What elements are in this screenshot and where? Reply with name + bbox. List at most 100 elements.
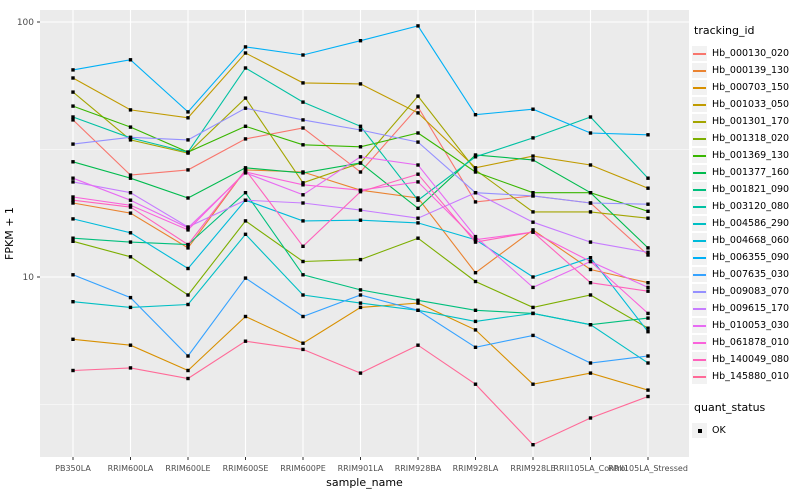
data-point: [358, 190, 363, 194]
legend-line-swatch: [693, 222, 706, 225]
legend-title-quant-status: quant_status: [694, 401, 766, 414]
data-point: [186, 116, 190, 120]
legend-line-swatch: [693, 358, 706, 361]
data-point: [301, 341, 305, 345]
legend-item-Hb_009615_170: Hb_009615_170: [692, 300, 800, 317]
data-point: [588, 323, 593, 327]
legend-item-Hb_006355_090: Hb_006355_090: [692, 249, 800, 266]
data-point: [416, 198, 420, 202]
data-point: [531, 158, 535, 162]
legend-item-Hb_140049_080: Hb_140049_080: [692, 351, 800, 368]
legend-item-label: Hb_003120_080: [712, 201, 790, 212]
data-point: [531, 230, 535, 234]
data-point: [416, 180, 420, 184]
data-point: [646, 133, 650, 137]
legend-item-label: Hb_000703_150: [712, 82, 790, 93]
legend-item-Hb_001377_160: Hb_001377_160: [692, 164, 800, 181]
data-point: [416, 308, 420, 312]
legend-item-Hb_001318_020: Hb_001318_020: [692, 130, 800, 147]
data-point: [301, 183, 305, 187]
data-point: [186, 368, 190, 373]
legend-key: [692, 233, 707, 248]
data-point: [243, 45, 248, 49]
legend-key: [692, 423, 707, 438]
legend-key: [692, 216, 707, 231]
data-point: [243, 232, 248, 236]
data-point: [416, 221, 420, 225]
y-tick-label: 100: [17, 18, 34, 28]
data-point: [531, 194, 535, 198]
legend-key: [692, 182, 707, 197]
data-point: [646, 250, 650, 254]
data-point: [646, 202, 650, 206]
data-point: [358, 305, 363, 310]
data-point: [646, 361, 650, 365]
data-point: [71, 142, 75, 146]
data-point: [473, 382, 478, 386]
data-point: [416, 172, 420, 176]
data-point: [128, 198, 133, 202]
data-point: [71, 118, 75, 122]
legend-line-swatch: [693, 324, 706, 327]
data-point: [416, 94, 420, 98]
plot-panel: 10 100 PB350LA RRIM600LA RRIM600LE RRIM600SE R…: [3, 10, 689, 489]
data-point: [128, 138, 133, 142]
data-point: [473, 279, 478, 284]
data-point: [358, 82, 363, 86]
data-point: [301, 259, 305, 264]
data-point: [416, 196, 420, 200]
panel-background: [40, 10, 689, 457]
data-point: [186, 293, 190, 297]
data-point: [473, 200, 478, 204]
data-point: [531, 311, 535, 316]
x-tick-label: RRII105LA_Stressed: [608, 464, 688, 473]
legend-key: [692, 80, 707, 95]
data-point: [128, 295, 133, 300]
data-point: [128, 366, 133, 370]
data-point: [531, 275, 535, 279]
data-point: [186, 150, 190, 154]
legend-key: [692, 352, 707, 367]
data-point: [71, 300, 75, 304]
data-point: [128, 205, 133, 209]
data-point: [646, 253, 650, 257]
data-point: [186, 354, 190, 358]
legend-line-swatch: [693, 86, 706, 89]
data-point: [646, 354, 650, 358]
legend-item-label: Hb_009083_070: [712, 286, 790, 297]
data-point: [588, 115, 593, 119]
data-point: [416, 24, 420, 28]
data-point: [186, 168, 190, 172]
legend-key: [692, 335, 707, 350]
data-point: [71, 198, 75, 202]
data-point: [128, 240, 133, 244]
legend-title-tracking-id: tracking_id: [694, 24, 755, 37]
data-point: [186, 196, 190, 200]
black-square-point-icon: [697, 428, 702, 433]
data-point: [243, 276, 248, 280]
data-point: [358, 124, 363, 128]
data-point: [358, 218, 363, 222]
data-point: [243, 219, 248, 223]
data-point: [243, 124, 248, 128]
legend-line-swatch: [693, 137, 706, 140]
data-point: [531, 154, 535, 158]
legend-item-Hb_004586_290: Hb_004586_290: [692, 215, 800, 232]
data-point: [358, 293, 363, 297]
legend-key: [692, 131, 707, 146]
legend-item-label: Hb_001821_090: [712, 184, 790, 195]
data-point: [301, 347, 305, 352]
data-point: [71, 337, 75, 341]
data-point: [646, 209, 650, 213]
data-point: [588, 281, 593, 285]
data-point: [301, 100, 305, 104]
data-point: [358, 288, 363, 292]
legend-item-Hb_000130_020: Hb_000130_020: [692, 45, 800, 62]
legend-key: [692, 148, 707, 163]
x-tick-label: RRIM928LA: [453, 464, 499, 473]
y-axis-title: FPKM + 1: [3, 207, 16, 260]
data-point: [646, 246, 650, 250]
data-point: [473, 319, 478, 324]
data-point: [186, 228, 190, 232]
